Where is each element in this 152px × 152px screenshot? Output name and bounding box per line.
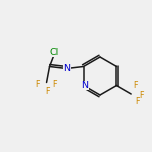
Text: F: F	[45, 87, 50, 96]
Text: F: F	[133, 81, 137, 90]
Text: N: N	[63, 64, 70, 73]
Text: F: F	[135, 97, 139, 107]
Text: N: N	[81, 81, 88, 90]
Text: F: F	[52, 80, 57, 89]
Text: F: F	[35, 80, 40, 89]
Text: Cl: Cl	[50, 48, 59, 57]
Text: F: F	[139, 92, 143, 100]
